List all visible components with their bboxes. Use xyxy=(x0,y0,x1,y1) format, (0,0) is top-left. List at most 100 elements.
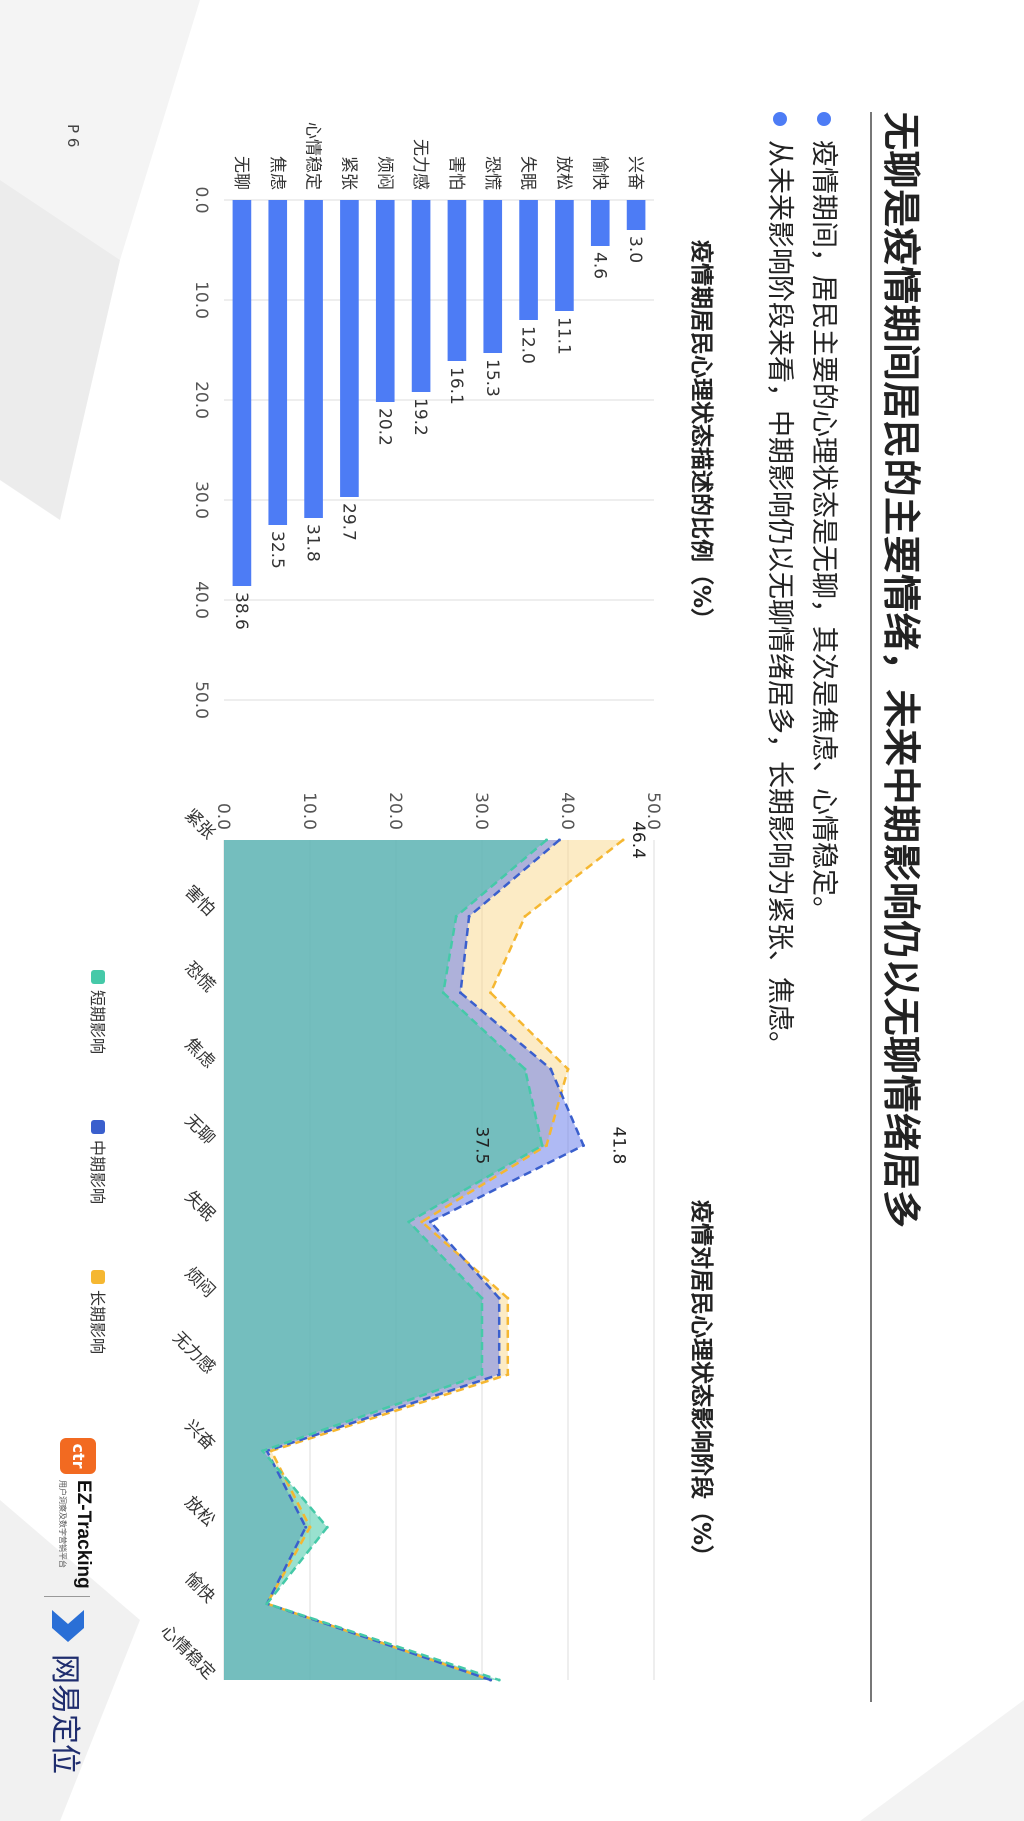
area-y-tick-label: 30.0 xyxy=(471,792,491,830)
legend-label: 长期影响 xyxy=(88,1290,107,1354)
area-y-tick-label: 10.0 xyxy=(299,792,319,830)
bar-category-label: 焦虑 xyxy=(267,156,287,190)
area-annotation-label: 46.4 xyxy=(628,821,648,859)
series-point xyxy=(420,1220,424,1224)
ez-tracking-tagline: 用户洞察及数字营销平台 xyxy=(58,1480,67,1568)
bar-x-tick-label: 0.0 xyxy=(191,186,211,213)
legend-label: 短期影响 xyxy=(88,990,107,1054)
page-number: P 6 xyxy=(64,124,82,148)
bar-category-label: 恐慌 xyxy=(482,156,502,190)
bullet-1: 疫情期间，居民主要的心理状态是无聊，其次是焦虑、心情稳定。 xyxy=(807,112,846,923)
area-x-category-label: 害怕 xyxy=(180,882,218,920)
series-point xyxy=(497,1373,501,1377)
bar xyxy=(304,200,323,518)
bar xyxy=(447,200,467,361)
series-point xyxy=(489,1678,493,1682)
area-y-tick-label: 40.0 xyxy=(557,792,577,830)
legend-swatch-icon xyxy=(91,970,105,984)
legend-label: 中期影响 xyxy=(88,1140,107,1204)
bar xyxy=(232,200,252,586)
series-point xyxy=(308,1525,312,1529)
bar xyxy=(375,200,395,402)
series-line-1 xyxy=(265,839,586,1682)
series-point xyxy=(566,1067,570,1071)
bar-chart: 疫情期居民心理状态描述的比例（%） 0.0 10.0 20.0 30.0 40.0 50.0… xyxy=(191,122,715,719)
bar-category-label: 紧张 xyxy=(338,156,358,190)
bar-category-label: 无聊 xyxy=(231,156,251,190)
bar-x-tick-label: 30.0 xyxy=(191,481,211,519)
area-x-category-label: 焦虑 xyxy=(180,1034,218,1072)
series-point xyxy=(480,1373,484,1377)
ez-tracking-name: EZ-Tracking xyxy=(73,1480,94,1589)
netease-logo: 网易定位 xyxy=(36,1606,96,1806)
area-x-category-label: 烦闷 xyxy=(180,1264,218,1302)
bar-value-label: 31.8 xyxy=(303,524,323,562)
area-x-category-label: 无聊 xyxy=(180,1111,218,1149)
bar-value-label: 12.0 xyxy=(518,326,538,364)
bar xyxy=(483,200,503,353)
bar-value-label: 29.7 xyxy=(338,503,358,541)
series-point xyxy=(489,991,493,995)
bullet-2: 从未来影响阶段来看，中期影响仍以无聊情绪居多，长期影响为紧张、焦虑。 xyxy=(763,112,802,1058)
area-annotation-label: 37.5 xyxy=(472,1127,492,1165)
bullet-dot-icon xyxy=(817,112,832,126)
series-point xyxy=(467,914,471,918)
bar-category-label: 心情稳定 xyxy=(303,122,323,190)
bar-category-label: 愉快 xyxy=(589,156,609,190)
area-y-tick-label: 20.0 xyxy=(385,792,405,830)
bar-category-label: 兴奋 xyxy=(625,156,645,190)
series-point xyxy=(407,1220,411,1224)
ctr-logo-icon: ctr xyxy=(60,1438,96,1474)
ez-tracking-logo: ctr EZ-Tracking 用户洞察及数字营销平台 xyxy=(36,1438,96,1589)
series-line-2 xyxy=(260,839,548,1682)
bar-value-label: 4.6 xyxy=(589,252,609,279)
area-y-tick-label: 50.0 xyxy=(643,792,663,830)
series-point xyxy=(304,1525,308,1529)
bar-chart-title: 疫情期居民心理状态描述的比例（%） xyxy=(688,240,715,631)
bar-category-label: 烦闷 xyxy=(374,156,394,190)
bar-category-label: 害怕 xyxy=(446,156,466,190)
series-point xyxy=(459,991,462,995)
legend-swatch-icon xyxy=(91,1270,105,1284)
bar-value-label: 15.3 xyxy=(482,359,502,397)
series-point xyxy=(523,1067,527,1071)
series-point xyxy=(269,1449,273,1453)
bar xyxy=(555,200,574,311)
bullet-1-text: 疫情期间，居民主要的心理状态是无聊，其次是焦虑、心情稳定。 xyxy=(808,140,839,923)
bar-value-label: 19.2 xyxy=(410,398,430,436)
area-chart-title: 疫情对居民心理状态影响阶段（%） xyxy=(688,1200,715,1568)
bar xyxy=(411,200,431,392)
series-point xyxy=(540,1143,544,1147)
area-x-category-label: 兴奋 xyxy=(180,1416,218,1454)
page-title: 无聊是疫情期间居民的主要情绪，未来中期影响仍以无聊情绪居多 xyxy=(879,112,923,1229)
area-x-category-label: 心情稳定 xyxy=(156,1621,218,1683)
series-point xyxy=(557,838,561,842)
series-point xyxy=(480,1296,484,1300)
bar-x-tick-label: 20.0 xyxy=(191,381,211,419)
series-point xyxy=(428,1220,432,1224)
bar xyxy=(268,200,288,525)
bar xyxy=(519,200,538,320)
title-divider xyxy=(870,112,872,1702)
area-y-tick-label: 0.0 xyxy=(213,803,233,830)
bullet-2-text: 从未来影响阶段来看，中期影响仍以无聊情绪居多，长期影响为紧张、焦虑。 xyxy=(764,140,795,1058)
series-point xyxy=(545,1143,548,1147)
legend-swatch-icon xyxy=(91,1120,105,1134)
bar-value-label: 20.2 xyxy=(374,408,394,446)
bar-x-tick-label: 50.0 xyxy=(191,681,211,719)
series-point xyxy=(265,1602,269,1606)
series-point xyxy=(506,1296,510,1300)
bar xyxy=(626,200,646,230)
bar-value-label: 11.1 xyxy=(553,317,573,355)
area-chart: 疫情对居民心理状态影响阶段（%）0.0 10.0 20.0 30.0 40.0 50.0紧… xyxy=(88,792,715,1683)
series-point xyxy=(497,1678,501,1682)
area-annotation-label: 41.8 xyxy=(608,1127,628,1165)
bar-category-label: 失眠 xyxy=(518,156,538,190)
series-point xyxy=(549,1067,553,1071)
bar-x-tick-label: 10.0 xyxy=(191,281,211,319)
netease-name: 网易定位 xyxy=(47,1654,82,1774)
series-point xyxy=(261,1449,265,1453)
logo-divider xyxy=(44,1596,90,1597)
area-fill-2 xyxy=(224,840,547,1680)
